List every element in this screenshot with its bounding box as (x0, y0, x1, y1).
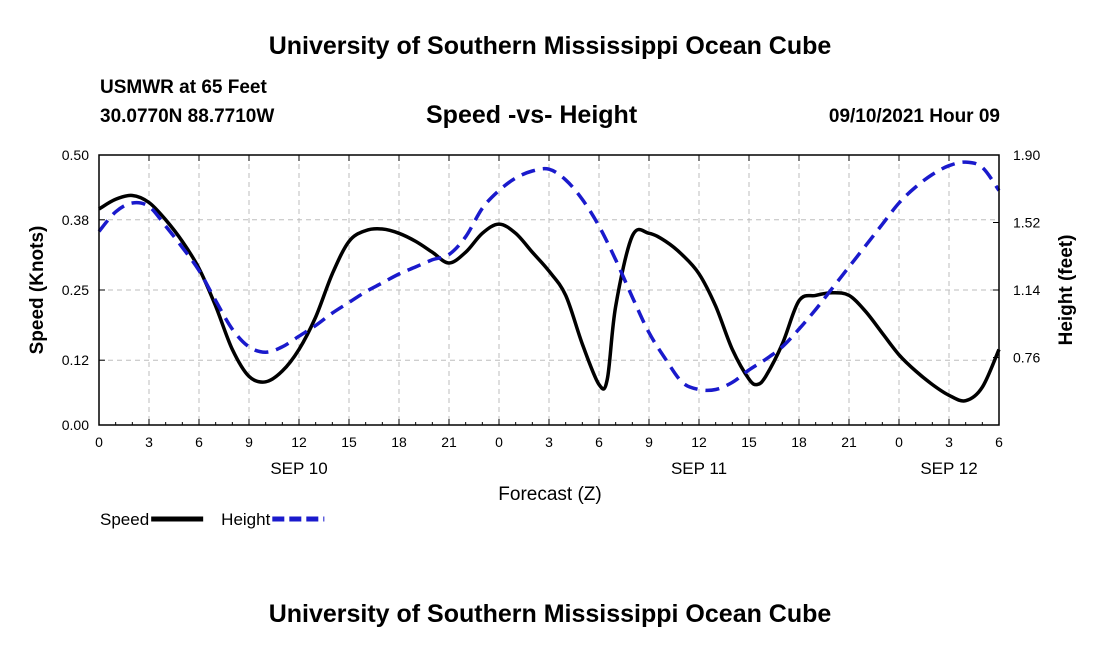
date-label: SEP 10 (270, 459, 327, 478)
x-tick-label: 0 (495, 434, 503, 450)
x-tick-label: 6 (195, 434, 203, 450)
x-tick-label: 3 (945, 434, 953, 450)
y2-axis-title: Height (feet) (1056, 235, 1077, 346)
x-tick-label: 3 (545, 434, 553, 450)
y-tick-label: 0.00 (62, 417, 89, 433)
station-coordinates: 30.0770N 88.7710W (100, 106, 275, 127)
y-tick-label: 0.12 (62, 352, 89, 368)
x-tick-label: 15 (341, 434, 357, 450)
legend-label-speed: Speed (100, 510, 149, 529)
date-label: SEP 11 (671, 459, 727, 478)
forecast-datetime: 09/10/2021 Hour 09 (828, 106, 1000, 127)
chart-subtitle: Speed -vs- Height (426, 101, 638, 129)
x-tick-label: 18 (391, 434, 407, 450)
y2-tick-label: 1.90 (1013, 147, 1040, 163)
y-tick-label: 0.25 (62, 282, 89, 298)
y-axis-title: Speed (Knots) (27, 226, 48, 355)
chart-title: University of Southern Mississippi Ocean… (268, 32, 832, 60)
x-tick-label: 21 (441, 434, 457, 450)
x-tick-label: 0 (895, 434, 903, 450)
x-tick-label: 15 (741, 434, 757, 450)
x-tick-label: 6 (595, 434, 603, 450)
x-tick-label: 9 (645, 434, 653, 450)
x-tick-label: 0 (95, 434, 103, 450)
series-line-height (97, 160, 1001, 393)
y2-tick-label: 1.14 (1013, 282, 1040, 298)
y-tick-label: 0.38 (62, 212, 89, 228)
x-tick-label: 9 (245, 434, 253, 450)
date-label: SEP 12 (920, 459, 977, 478)
y2-tick-label: 0.76 (1013, 350, 1040, 366)
x-tick-label: 18 (791, 434, 807, 450)
y2-tick-label: 1.52 (1013, 215, 1040, 231)
series-layer (97, 160, 1001, 403)
x-tick-label: 6 (995, 434, 1003, 450)
x-tick-label: 12 (691, 434, 707, 450)
grid-layer (99, 155, 999, 425)
y-tick-label: 0.50 (62, 147, 89, 163)
x-axis-title: Forecast (Z) (498, 484, 601, 505)
x-tick-label: 21 (841, 434, 857, 450)
legend-label-height: Height (221, 510, 270, 529)
footer-title: University of Southern Mississippi Ocean… (268, 600, 832, 628)
legend-layer: Speed Height (100, 510, 325, 529)
x-tick-label: 12 (291, 434, 307, 450)
series-line-speed (98, 193, 1001, 403)
axis-layer: 0 3 6 9 12 15 18 21 0 3 6 9 12 15 18 21 0 3 6 SEP 10 SEP 11 S… (27, 147, 1077, 505)
x-tick-label: 3 (145, 434, 153, 450)
station-label: USMWR at 65 Feet (100, 77, 267, 98)
